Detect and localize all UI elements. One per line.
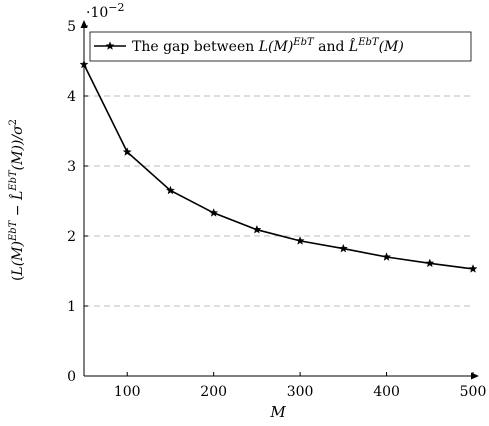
- x-tick-label: 100: [114, 384, 141, 400]
- y-tick-label: 1: [67, 299, 76, 315]
- x-tick-label: 400: [373, 384, 400, 400]
- x-tick-label: 200: [200, 384, 227, 400]
- data-point: [165, 185, 175, 195]
- data-point: [425, 258, 435, 268]
- y-scale-note: ·10−2: [86, 1, 124, 21]
- y-tick-label: 2: [67, 229, 76, 245]
- legend-box: [89, 31, 472, 62]
- data-point: [122, 147, 132, 156]
- data-point: [252, 224, 262, 234]
- y-axis-arrow: [80, 20, 88, 28]
- legend-marker-star: [105, 41, 115, 50]
- y-tick-label: 5: [67, 19, 76, 35]
- x-tick-label: 500: [460, 384, 487, 400]
- axes: [80, 20, 479, 380]
- y-tick-label: 4: [67, 89, 76, 105]
- y-axis-label: (L(M)EbT − L̂EbT(M))/σ2: [8, 119, 26, 281]
- legend: The gap between L(M)EbT and L̂EbT(M): [89, 31, 472, 62]
- y-ticks: 0 1 2 3 4 5: [67, 19, 88, 385]
- series-line: [83, 64, 474, 270]
- legend-star: [105, 41, 115, 50]
- y-tick-label: 0: [67, 369, 76, 385]
- data-point: [209, 208, 219, 217]
- svg-text:(L(M)EbT − L̂EbT(M))/σ2: (L(M)EbT − L̂EbT(M))/σ2: [8, 119, 26, 281]
- data-point: [468, 264, 478, 273]
- data-point: [382, 252, 392, 261]
- x-axis-label: M: [269, 403, 286, 421]
- data-point: [295, 236, 305, 245]
- y-tick-label: 3: [67, 159, 76, 175]
- legend-entry: The gap between L(M)EbT and L̂EbT(M): [132, 37, 404, 55]
- data-point: [79, 59, 89, 69]
- grid-lines: [84, 95, 473, 307]
- x-axis-arrow: [471, 372, 479, 380]
- x-tick-label: 300: [287, 384, 314, 400]
- data-point: [338, 243, 348, 253]
- x-ticks: 100 200 300 400 500: [114, 372, 487, 400]
- series-markers: [79, 59, 478, 273]
